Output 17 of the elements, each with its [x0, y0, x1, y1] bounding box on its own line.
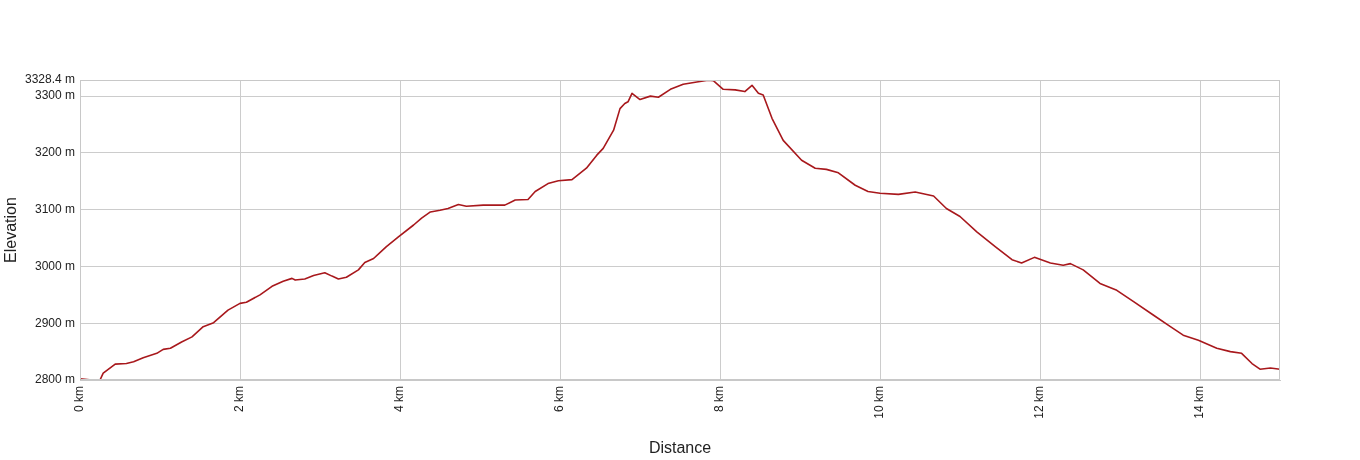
x-tick-label: 8 km: [712, 386, 727, 413]
y-axis-title: Elevation: [2, 197, 20, 263]
x-tick-label: 6 km: [552, 386, 567, 413]
y-tick-label: 3300 m: [34, 88, 75, 103]
x-tick-label: 14 km: [1192, 386, 1207, 419]
y-tick-label: 2900 m: [34, 315, 75, 330]
x-tick-label: 4 km: [392, 386, 407, 413]
y-tick-label: 3328.4 m: [24, 72, 75, 87]
x-tick-label: 0 km: [72, 386, 87, 413]
x-tick-label: 2 km: [232, 386, 247, 413]
x-tick-label: 12 km: [1032, 386, 1047, 419]
y-tick-label: 2800 m: [34, 372, 75, 387]
y-tick-label: 3200 m: [34, 145, 75, 160]
y-tick-label: 3100 m: [34, 201, 75, 216]
x-tick-label: 10 km: [872, 386, 887, 419]
x-axis-title: Distance: [648, 438, 712, 456]
y-tick-label: 3000 m: [34, 258, 75, 273]
